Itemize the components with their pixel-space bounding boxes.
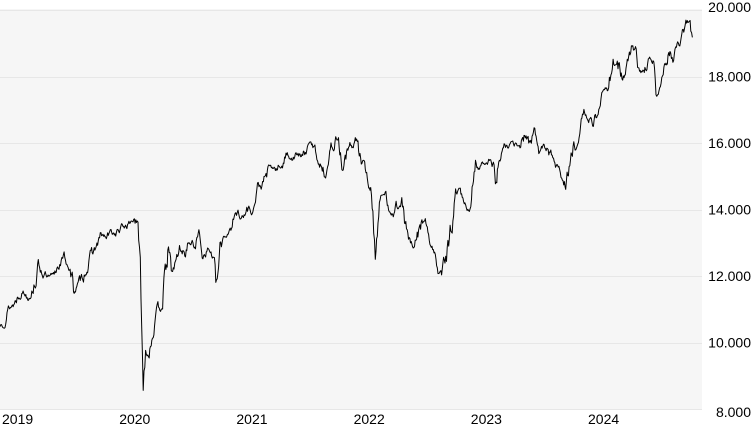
y-axis-label: 18.000 [708, 69, 751, 85]
x-axis-label: 2022 [354, 411, 385, 427]
x-axis-label: 2023 [471, 411, 502, 427]
y-axis-label: 8.000 [716, 404, 751, 420]
y-axis-label: 20.000 [708, 0, 751, 15]
y-axis-label: 16.000 [708, 135, 751, 151]
plot-background [0, 9, 702, 410]
y-axis-label: 14.000 [708, 202, 751, 218]
x-axis-label: 2019 [2, 411, 33, 427]
y-axis-label: 12.000 [708, 268, 751, 284]
x-axis-label: 2021 [236, 411, 267, 427]
x-axis-label: 2024 [588, 411, 619, 427]
x-axis-label: 2020 [119, 411, 150, 427]
y-axis-label: 10.000 [708, 335, 751, 351]
price-line [0, 19, 693, 391]
